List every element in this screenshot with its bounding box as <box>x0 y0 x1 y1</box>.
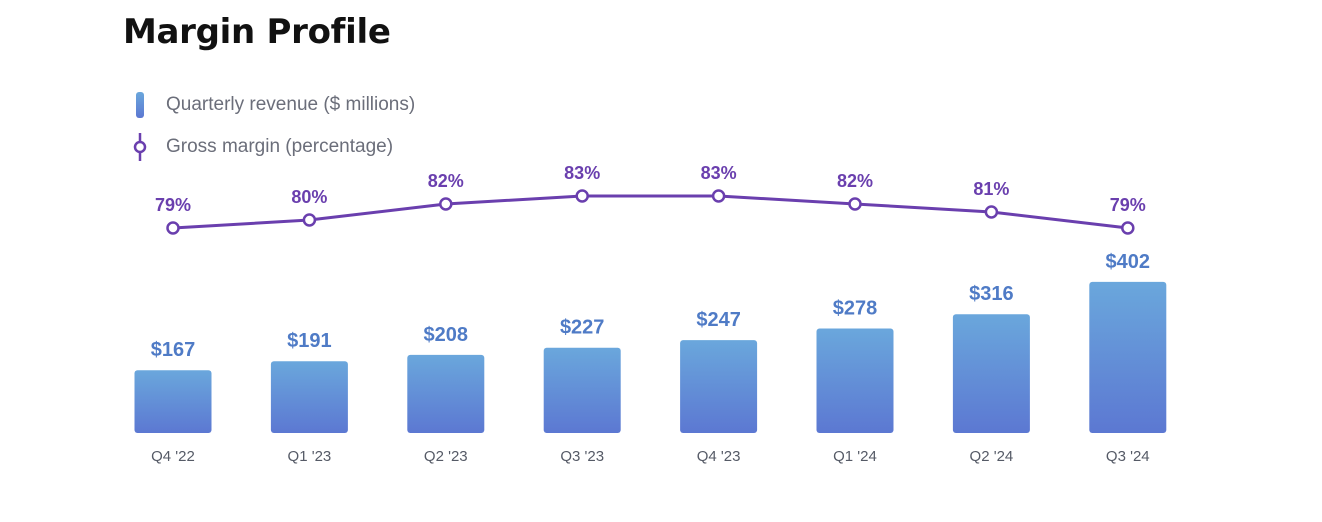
revenue-bar <box>680 340 758 433</box>
gross-margin-value-label: 82% <box>837 171 873 191</box>
revenue-value-label: $247 <box>696 309 741 331</box>
revenue-bar <box>407 354 485 433</box>
gross-margin-value-label: 83% <box>564 163 600 183</box>
x-tick-label: Q2 '23 <box>424 448 468 465</box>
gross-margin-point <box>575 189 589 203</box>
x-tick-label: Q3 '23 <box>560 448 604 465</box>
gross-margin-point <box>439 197 453 211</box>
revenue-bar <box>543 347 621 433</box>
gross-margin-value-label: 79% <box>155 195 191 215</box>
gross-margin-value-label: 80% <box>291 187 327 207</box>
gross-margin-point <box>302 213 317 227</box>
legend-label-margin: Gross margin (percentage) <box>166 136 394 157</box>
x-tick-label: Q1 '24 <box>833 448 877 465</box>
gross-margin-value-label: 82% <box>428 171 464 191</box>
revenue-bar <box>134 370 212 433</box>
bar-swatch-icon <box>136 92 144 118</box>
gross-margin-point <box>984 205 999 219</box>
gross-margin-line <box>172 194 1128 230</box>
gross-margin-point <box>166 221 180 235</box>
legend-label-revenue: Quarterly revenue ($ millions) <box>166 94 416 115</box>
gross-margin-point <box>848 197 862 211</box>
revenue-value-label: $402 <box>1106 251 1151 273</box>
revenue-value-label: $227 <box>560 317 605 339</box>
revenue-value-label: $278 <box>833 298 878 320</box>
revenue-value-label: $167 <box>151 339 196 361</box>
revenue-bar <box>816 328 894 433</box>
x-tick-label: Q2 '24 <box>970 448 1014 465</box>
gross-margin-point <box>711 189 726 203</box>
gross-margin-value-label: 79% <box>1110 195 1146 215</box>
revenue-bar <box>1089 281 1167 433</box>
revenue-value-label: $316 <box>969 283 1014 305</box>
x-tick-label: Q4 '22 <box>151 448 195 465</box>
revenue-value-label: $191 <box>287 330 332 352</box>
revenue-value-label: $208 <box>424 324 469 346</box>
x-tick-label: Q1 '23 <box>288 448 332 465</box>
legend-item-revenue: Quarterly revenue ($ millions) <box>130 90 415 120</box>
x-tick-label: Q4 '23 <box>697 448 741 465</box>
x-tick-label: Q3 '24 <box>1106 448 1150 465</box>
line-marker-swatch-icon <box>133 133 147 161</box>
gross-margin-value-label: 81% <box>973 179 1009 199</box>
revenue-bar <box>952 314 1030 433</box>
page-title: Margin Profile <box>123 12 391 52</box>
legend-item-margin: Gross margin (percentage) <box>130 132 393 162</box>
revenue-bar <box>270 361 348 433</box>
gross-margin-point <box>1121 221 1135 235</box>
gross-margin-value-label: 83% <box>701 163 737 183</box>
